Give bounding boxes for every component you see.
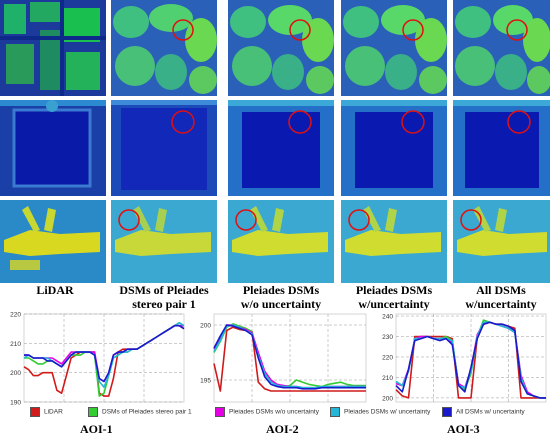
legend-label: Pleiades DSMs w/ uncertainty	[344, 408, 431, 416]
tile-r2-wo-uncertainty	[228, 100, 334, 196]
legend-swatch	[215, 407, 225, 417]
tile-r2-lidar	[0, 100, 106, 196]
y-tick-label: 220	[382, 354, 393, 361]
legend-label: LiDAR	[44, 408, 63, 416]
tile-r3-all-dsms	[453, 200, 550, 283]
series-line-lidar	[213, 326, 366, 392]
y-tick-label: 210	[382, 375, 393, 382]
tile-r2-stereo-pair-1	[111, 100, 217, 196]
column-label-line: w/uncertainty	[358, 297, 430, 311]
plot-area	[395, 313, 547, 403]
chart-aoi-2-svg: 195 200	[200, 313, 367, 403]
tile-r2-all-dsms	[453, 100, 550, 196]
chart-title-aoi-3: AOI-3	[447, 422, 480, 436]
legend-item-lidar: LiDAR	[30, 407, 63, 417]
chart-legend: LiDAR DSMs of Pleiades stereo pair 1 Ple…	[30, 407, 550, 421]
series-line-all-dsms-w-uncertainty	[213, 324, 366, 390]
column-label-wo-uncertainty: Pleiades DSMs w/o uncertainty	[226, 283, 336, 311]
column-label-line: stereo pair 1	[132, 297, 196, 311]
column-label-all-dsms: All DSMs w/uncertainty	[446, 283, 550, 311]
dsm-image-grid	[0, 0, 550, 283]
y-tick-label: 195	[200, 378, 211, 385]
column-label-line: All DSMs	[476, 283, 526, 297]
y-tick-label: 210	[10, 341, 21, 348]
column-label-line: Pleiades DSMs	[355, 283, 433, 297]
chart-title-aoi-2: AOI-2	[266, 422, 299, 436]
y-tick-label: 190	[10, 400, 21, 407]
column-label-line: DSMs of Pleiades	[119, 283, 209, 297]
series-line-all-dsms-w-uncertainty	[24, 324, 185, 383]
legend-swatch	[442, 407, 452, 417]
y-tick-label: 220	[10, 312, 21, 319]
series-line-pleiades-dsms-w-uncertainty	[213, 324, 366, 389]
chart-title-aoi-1: AOI-1	[80, 422, 113, 436]
chart-aoi-3: 200 210 220 230 240	[374, 310, 550, 406]
y-tick-label: 240	[382, 314, 393, 321]
legend-swatch	[330, 407, 340, 417]
tile-r1-w-uncertainty	[341, 0, 447, 96]
chart-aoi-1: 190 200 210 220	[0, 310, 190, 407]
legend-label: Pleiades DSMs w/o uncertainty	[229, 408, 319, 416]
legend-item-stereo-pair-1: DSMs of Pleiades stereo pair 1	[88, 407, 192, 417]
y-tick-label: 200	[382, 395, 393, 402]
legend-item-w-uncertainty: Pleiades DSMs w/ uncertainty	[330, 407, 430, 417]
y-tick-label: 230	[382, 334, 393, 341]
legend-swatch	[88, 407, 98, 417]
tile-r1-all-dsms	[453, 0, 550, 96]
column-label-line: LiDAR	[36, 283, 74, 297]
column-label-lidar: LiDAR	[0, 283, 110, 297]
series-line-dsms-of-pleiades-stereo-pair-1	[213, 323, 366, 388]
tile-r3-lidar	[0, 200, 106, 283]
tile-r1-stereo-pair-1	[111, 0, 217, 96]
legend-item-wo-uncertainty: Pleiades DSMs w/o uncertainty	[215, 407, 319, 417]
tile-r1-lidar	[0, 0, 106, 96]
column-label-w-uncertainty: Pleiades DSMs w/uncertainty	[339, 283, 449, 311]
column-label-stereo-pair-1: DSMs of Pleiades stereo pair 1	[109, 283, 219, 311]
column-label-line: Pleiades DSMs	[242, 283, 320, 297]
y-tick-label: 200	[10, 370, 21, 377]
series-line-all-dsms-w-uncertainty	[395, 321, 546, 399]
legend-label: DSMs of Pleiades stereo pair 1	[102, 408, 192, 416]
chart-aoi-1-svg: 190 200 210 220	[10, 312, 185, 407]
tile-r3-wo-uncertainty	[228, 200, 334, 283]
legend-label: All DSMs w/ uncertainty	[456, 408, 525, 416]
tile-r1-wo-uncertainty	[228, 0, 334, 96]
legend-swatch	[30, 407, 40, 417]
tile-r3-stereo-pair-1	[111, 200, 217, 283]
column-label-line: w/o uncertainty	[240, 297, 322, 311]
tile-r2-w-uncertainty	[341, 100, 447, 196]
column-label-line: w/uncertainty	[465, 297, 537, 311]
tile-r3-w-uncertainty	[341, 200, 447, 283]
legend-item-all-dsms: All DSMs w/ uncertainty	[442, 407, 525, 417]
chart-aoi-3-svg: 200 210 220 230 240	[382, 313, 547, 403]
y-tick-label: 200	[200, 323, 211, 330]
chart-aoi-2: 195 200	[194, 310, 372, 406]
